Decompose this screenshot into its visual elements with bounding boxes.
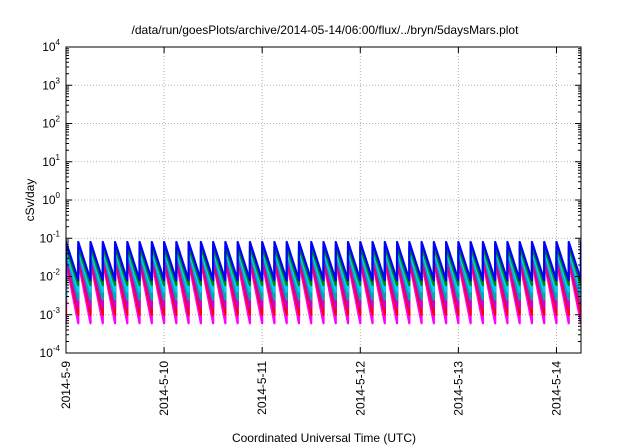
y-tick-exponent: 1 — [56, 153, 61, 162]
y-tick-label: 10-2 — [40, 268, 61, 284]
series-line-7 — [66, 240, 581, 282]
y-axis-label: cSv/day — [23, 179, 37, 222]
y-tick-base: 10 — [42, 117, 56, 131]
x-tick-label: 2014-5-14 — [549, 361, 563, 416]
y-tick-exponent: -1 — [53, 229, 61, 238]
y-tick-exponent: -3 — [53, 306, 61, 315]
y-tick-exponent: 0 — [56, 191, 61, 200]
y-tick-label: 102 — [42, 115, 60, 131]
y-tick-exponent: 4 — [56, 38, 61, 47]
x-axis-label: Coordinated Universal Time (UTC) — [232, 431, 416, 445]
y-tick-label: 10-3 — [40, 306, 61, 322]
y-tick-base: 10 — [42, 193, 56, 207]
x-tick-labels: 2014-5-9 2014-5-10 2014-5-11 2014-5-12 2014-… — [59, 361, 563, 416]
series-line-5 — [66, 248, 581, 293]
x-tick-label: 2014-5-10 — [157, 361, 171, 416]
series-layer — [66, 240, 581, 325]
y-tick-label: 104 — [42, 38, 60, 54]
y-tick-exponent: 2 — [56, 115, 61, 124]
x-tick-label: 2014-5-9 — [59, 361, 73, 409]
x-tick-label: 2014-5-13 — [451, 361, 465, 416]
y-tick-label: 10-1 — [40, 229, 61, 245]
series-line-3 — [66, 254, 581, 310]
y-tick-exponent: -2 — [53, 268, 61, 277]
y-tick-base: 10 — [40, 308, 54, 322]
y-tick-base: 10 — [40, 270, 54, 284]
y-tick-base: 10 — [42, 40, 56, 54]
y-tick-base: 10 — [42, 155, 56, 169]
y-tick-exponent: 3 — [56, 76, 61, 85]
series-line-4 — [66, 250, 581, 301]
y-tick-label: 100 — [42, 191, 60, 207]
y-tick-label: 101 — [42, 153, 60, 169]
y-tick-base: 10 — [42, 78, 56, 92]
x-tick-label: 2014-5-11 — [255, 361, 269, 415]
y-tick-base: 10 — [40, 231, 54, 245]
y-tick-base: 10 — [40, 346, 54, 360]
tick-marks — [65, 46, 581, 354]
chart-title: /data/run/goesPlots/archive/2014-05-14/0… — [132, 23, 520, 37]
y-tick-label: 10-4 — [40, 344, 61, 360]
y-tick-label: 103 — [42, 76, 60, 92]
x-tick-label: 2014-5-12 — [353, 361, 367, 416]
y-tick-exponent: -4 — [53, 344, 61, 353]
series-line-1 — [66, 260, 581, 325]
series-line-6 — [66, 245, 581, 287]
